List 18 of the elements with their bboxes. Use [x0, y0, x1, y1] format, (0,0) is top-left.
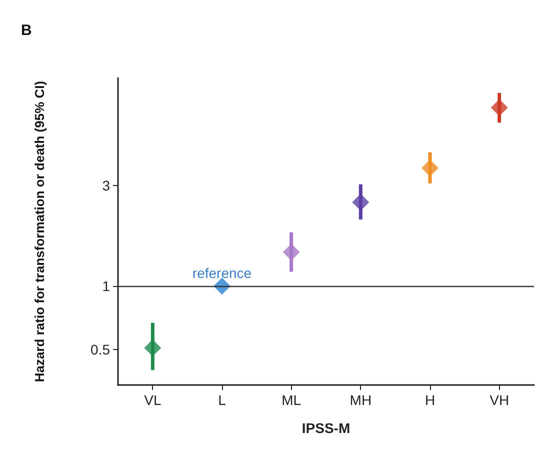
y-tick-label: 1	[102, 278, 110, 294]
x-tick-label: MH	[350, 392, 372, 408]
point	[352, 194, 370, 211]
point	[282, 244, 300, 261]
x-axis-title: IPSS-M	[302, 420, 350, 436]
x-tick-label: L	[218, 392, 226, 408]
x-tick-label: VH	[490, 392, 510, 408]
x-tick-label: ML	[282, 392, 302, 408]
point	[422, 160, 438, 177]
y-tick-label: 0.5	[90, 342, 110, 358]
point	[490, 99, 508, 116]
y-axis-title: Hazard ratio for transformation or death (95% CI)	[32, 80, 47, 382]
y-tick-label: 3	[102, 178, 110, 194]
chart-title: B	[21, 22, 32, 39]
point	[144, 339, 162, 356]
annotation: reference	[192, 265, 252, 282]
x-tick-label: H	[424, 392, 436, 408]
x-tick-label: VL	[144, 392, 162, 408]
